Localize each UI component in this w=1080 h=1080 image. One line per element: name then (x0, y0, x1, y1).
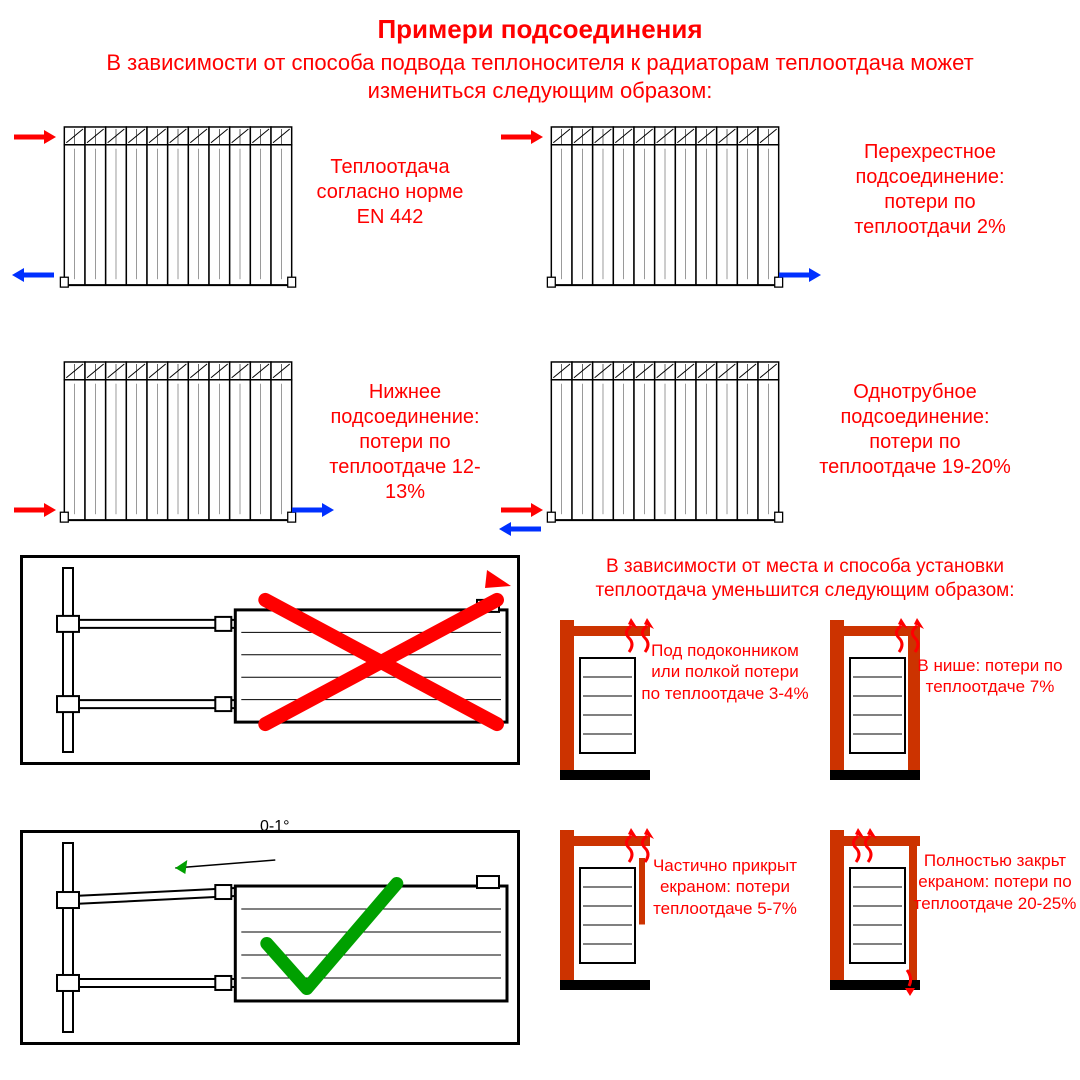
angle-label: 0-1° (260, 818, 290, 836)
install-wrong (20, 555, 520, 765)
placement-full (830, 830, 920, 995)
placement-niche (830, 620, 920, 785)
radiator-cross (545, 125, 785, 297)
placement-caption-full: Полностью закрьт екраном: потери по тепл… (910, 850, 1080, 914)
radiator-caption-bottom: Нижнее подсоединение: потери по теплоотд… (310, 380, 500, 505)
outlet-arrow (499, 520, 543, 543)
placement-caption-sill: Под подоконником или полкой потери по те… (640, 640, 810, 704)
outlet-arrow (12, 266, 56, 289)
radiator-onepipe (545, 360, 785, 532)
placement-section-title: В зависимости от места и способа установ… (555, 555, 1055, 603)
inlet-arrow (12, 128, 56, 151)
main-subtitle: В зависимости от способа подвода теплоно… (0, 45, 1080, 104)
install-right (20, 830, 520, 1045)
inlet-arrow (499, 128, 543, 151)
radiator-bottom (58, 360, 298, 532)
radiator-en442 (58, 125, 298, 297)
radiator-caption-onepipe: Однотрубное подсоединение: потери по теп… (810, 380, 1020, 480)
radiator-caption-en442: Теплоотдача согласно норме EN 442 (300, 155, 480, 230)
placement-partial (560, 830, 650, 995)
outlet-arrow (777, 266, 821, 289)
main-title: Примери подсоединения (0, 0, 1080, 45)
radiator-caption-cross: Перехрестное подсоединение: потери по те… (830, 140, 1030, 240)
placement-sill (560, 620, 650, 785)
placement-caption-niche: В нише: потери по теплоотдаче 7% (910, 655, 1070, 698)
inlet-arrow (12, 501, 56, 524)
placement-caption-partial: Частично прикрыт екраном: потери теплоот… (640, 855, 810, 919)
